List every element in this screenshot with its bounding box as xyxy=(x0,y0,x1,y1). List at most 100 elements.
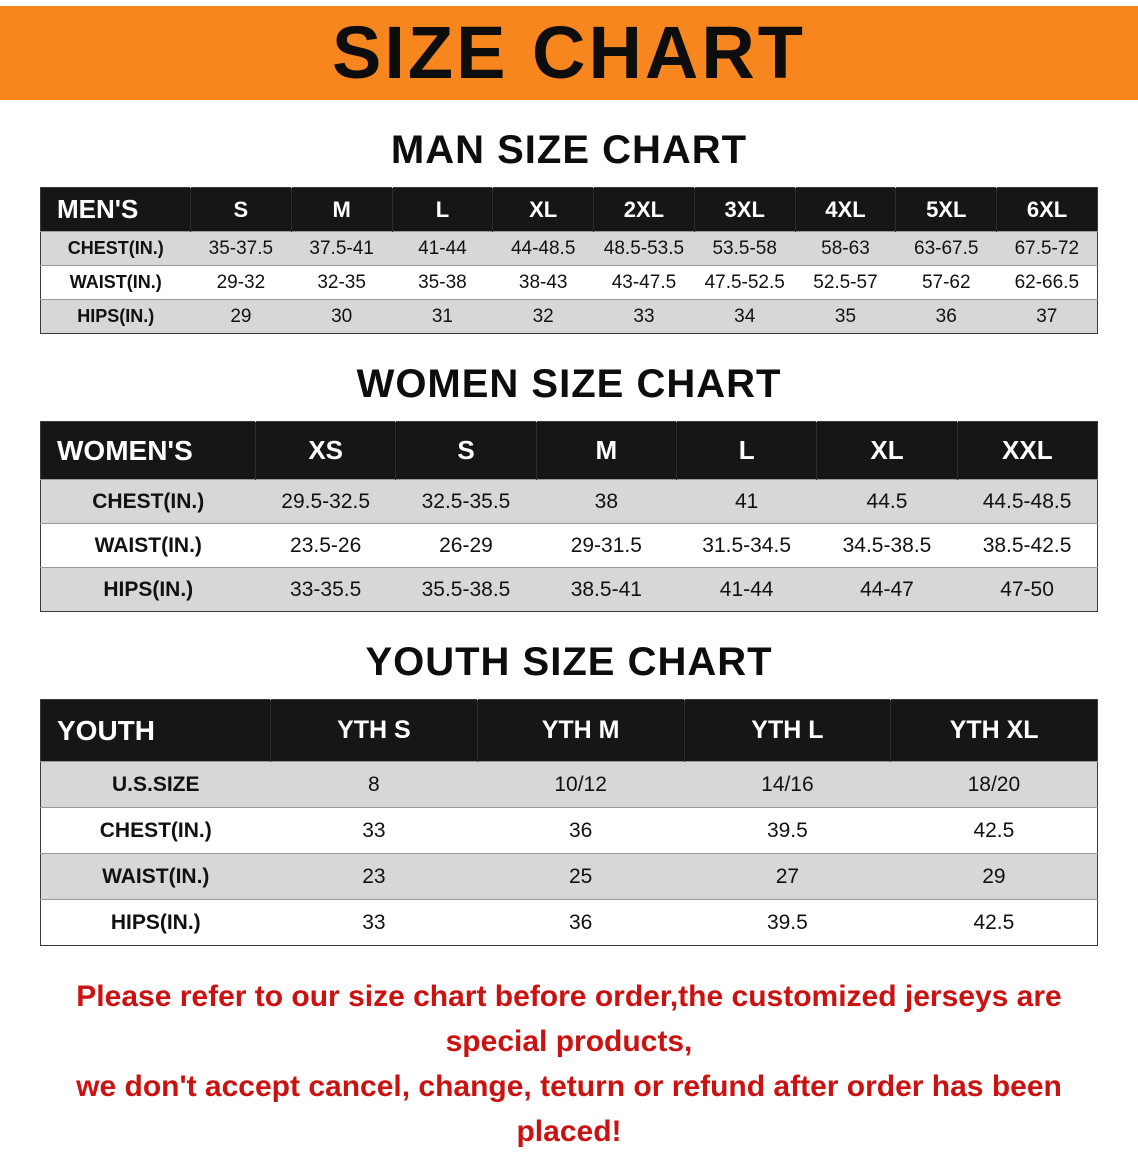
table-title-cell: YOUTH xyxy=(40,699,271,762)
table-header-row: WOMEN'S XS S M L XL XXL xyxy=(40,421,1098,480)
value-cell: 23 xyxy=(270,853,478,900)
value-cell: 33 xyxy=(270,807,478,854)
value-cell: 57-62 xyxy=(895,265,997,300)
value-cell: 29-32 xyxy=(190,265,292,300)
table-row: CHEST(IN.) 33 36 39.5 42.5 xyxy=(40,807,1098,854)
value-cell: 37.5-41 xyxy=(291,231,393,266)
value-cell: 36 xyxy=(477,807,684,854)
value-cell: 36 xyxy=(477,899,684,946)
row-label-cell: CHEST(IN.) xyxy=(40,807,271,854)
value-cell: 63-67.5 xyxy=(895,231,997,266)
row-label-cell: WAIST(IN.) xyxy=(40,265,191,300)
row-label-cell: HIPS(IN.) xyxy=(40,299,191,334)
section-men: MAN SIZE CHART MEN'S S M L XL 2XL 3XL 4XL 5XL 6XL… xyxy=(0,128,1138,334)
size-header-cell: YTH M xyxy=(476,699,684,762)
value-cell: 31.5-34.5 xyxy=(676,523,817,568)
value-cell: 8 xyxy=(270,761,478,808)
value-cell: 10/12 xyxy=(477,761,684,808)
table-row: HIPS(IN.) 33 36 39.5 42.5 xyxy=(40,899,1098,946)
table-row: U.S.SIZE 8 10/12 14/16 18/20 xyxy=(40,761,1098,808)
disclaimer-line-2: we don't accept cancel, change, teturn o… xyxy=(76,1070,1062,1148)
value-cell: 35-38 xyxy=(392,265,493,300)
value-cell: 38 xyxy=(536,479,677,524)
table-row: WAIST(IN.) 29-32 32-35 35-38 38-43 43-47.5 47.… xyxy=(40,265,1098,300)
value-cell: 18/20 xyxy=(890,761,1098,808)
youth-size-table: YOUTH YTH S YTH M YTH L YTH XL U.S.SIZE 8 10/12… xyxy=(40,699,1098,946)
table-row: HIPS(IN.) 29 30 31 32 33 34 35 36 37 xyxy=(40,299,1098,334)
row-label-cell: HIPS(IN.) xyxy=(40,899,271,946)
value-cell: 53.5-58 xyxy=(694,231,796,266)
value-cell: 23.5-26 xyxy=(255,523,396,568)
value-cell: 25 xyxy=(477,853,684,900)
value-cell: 44.5 xyxy=(816,479,958,524)
size-header-cell: S xyxy=(190,187,292,232)
banner: SIZE CHART xyxy=(0,6,1138,100)
value-cell: 14/16 xyxy=(684,761,891,808)
value-cell: 36 xyxy=(895,299,997,334)
table-header-row: YOUTH YTH S YTH M YTH L YTH XL xyxy=(40,699,1098,762)
value-cell: 47.5-52.5 xyxy=(694,265,796,300)
value-cell: 38.5-42.5 xyxy=(957,523,1098,568)
value-cell: 47-50 xyxy=(957,567,1098,612)
row-label-cell: WAIST(IN.) xyxy=(40,853,271,900)
value-cell: 31 xyxy=(392,299,493,334)
value-cell: 29-31.5 xyxy=(536,523,677,568)
value-cell: 26-29 xyxy=(395,523,537,568)
table-header-row: MEN'S S M L XL 2XL 3XL 4XL 5XL 6XL xyxy=(40,187,1098,232)
value-cell: 33-35.5 xyxy=(255,567,396,612)
value-cell: 30 xyxy=(291,299,393,334)
row-label-cell: CHEST(IN.) xyxy=(40,231,191,266)
size-header-cell: M xyxy=(290,187,393,232)
table-row: HIPS(IN.) 33-35.5 35.5-38.5 38.5-41 41-44 44-… xyxy=(40,567,1098,612)
size-header-cell: YTH XL xyxy=(890,699,1098,762)
size-header-cell: L xyxy=(391,187,493,232)
value-cell: 35-37.5 xyxy=(190,231,292,266)
value-cell: 48.5-53.5 xyxy=(593,231,695,266)
size-header-cell: 2XL xyxy=(593,187,695,232)
value-cell: 34 xyxy=(694,299,796,334)
value-cell: 44.5-48.5 xyxy=(957,479,1098,524)
value-cell: 38-43 xyxy=(492,265,594,300)
footer-disclaimer: Please refer to our size chart before or… xyxy=(0,974,1138,1154)
men-section-heading: MAN SIZE CHART xyxy=(390,128,748,172)
size-header-cell: S xyxy=(395,421,537,480)
size-header-cell: YTH S xyxy=(270,699,478,762)
value-cell: 37 xyxy=(996,299,1098,334)
size-header-cell: M xyxy=(535,421,677,480)
value-cell: 39.5 xyxy=(684,899,891,946)
size-header-cell: 6XL xyxy=(996,187,1098,232)
value-cell: 27 xyxy=(684,853,891,900)
value-cell: 32.5-35.5 xyxy=(395,479,537,524)
value-cell: 52.5-57 xyxy=(795,265,896,300)
youth-section-heading: YOUTH SIZE CHART xyxy=(365,640,773,684)
value-cell: 32 xyxy=(492,299,594,334)
value-cell: 43-47.5 xyxy=(593,265,695,300)
row-label-cell: HIPS(IN.) xyxy=(40,567,256,612)
value-cell: 42.5 xyxy=(890,899,1098,946)
size-header-cell: XXL xyxy=(956,421,1098,480)
value-cell: 41-44 xyxy=(676,567,817,612)
value-cell: 44-48.5 xyxy=(492,231,594,266)
row-label-cell: WAIST(IN.) xyxy=(40,523,256,568)
table-row: CHEST(IN.) 35-37.5 37.5-41 41-44 44-48.5 48.5… xyxy=(40,231,1098,266)
value-cell: 42.5 xyxy=(890,807,1098,854)
value-cell: 67.5-72 xyxy=(996,231,1098,266)
size-header-cell: 4XL xyxy=(794,187,896,232)
value-cell: 44-47 xyxy=(816,567,958,612)
value-cell: 34.5-38.5 xyxy=(816,523,958,568)
section-women: WOMEN SIZE CHART WOMEN'S XS S M L XL XXL CHEST(… xyxy=(0,362,1138,612)
table-row: WAIST(IN.) 23.5-26 26-29 29-31.5 31.5-34.5 34… xyxy=(40,523,1098,568)
table-row: CHEST(IN.) 29.5-32.5 32.5-35.5 38 41 44.5 44.5… xyxy=(40,479,1098,524)
size-header-cell: 3XL xyxy=(693,187,796,232)
men-size-table: MEN'S S M L XL 2XL 3XL 4XL 5XL 6XL CHEST(IN.) 35-37… xyxy=(40,187,1098,334)
size-header-cell: XL xyxy=(816,421,958,480)
size-header-cell: YTH L xyxy=(683,699,891,762)
section-youth: YOUTH SIZE CHART YOUTH YTH S YTH M YTH L YTH… xyxy=(0,640,1138,946)
row-label-cell: U.S.SIZE xyxy=(40,761,271,808)
row-label-cell: CHEST(IN.) xyxy=(40,479,256,524)
value-cell: 38.5-41 xyxy=(536,567,677,612)
value-cell: 33 xyxy=(270,899,478,946)
table-title-cell: MEN'S xyxy=(40,187,191,232)
value-cell: 62-66.5 xyxy=(996,265,1098,300)
